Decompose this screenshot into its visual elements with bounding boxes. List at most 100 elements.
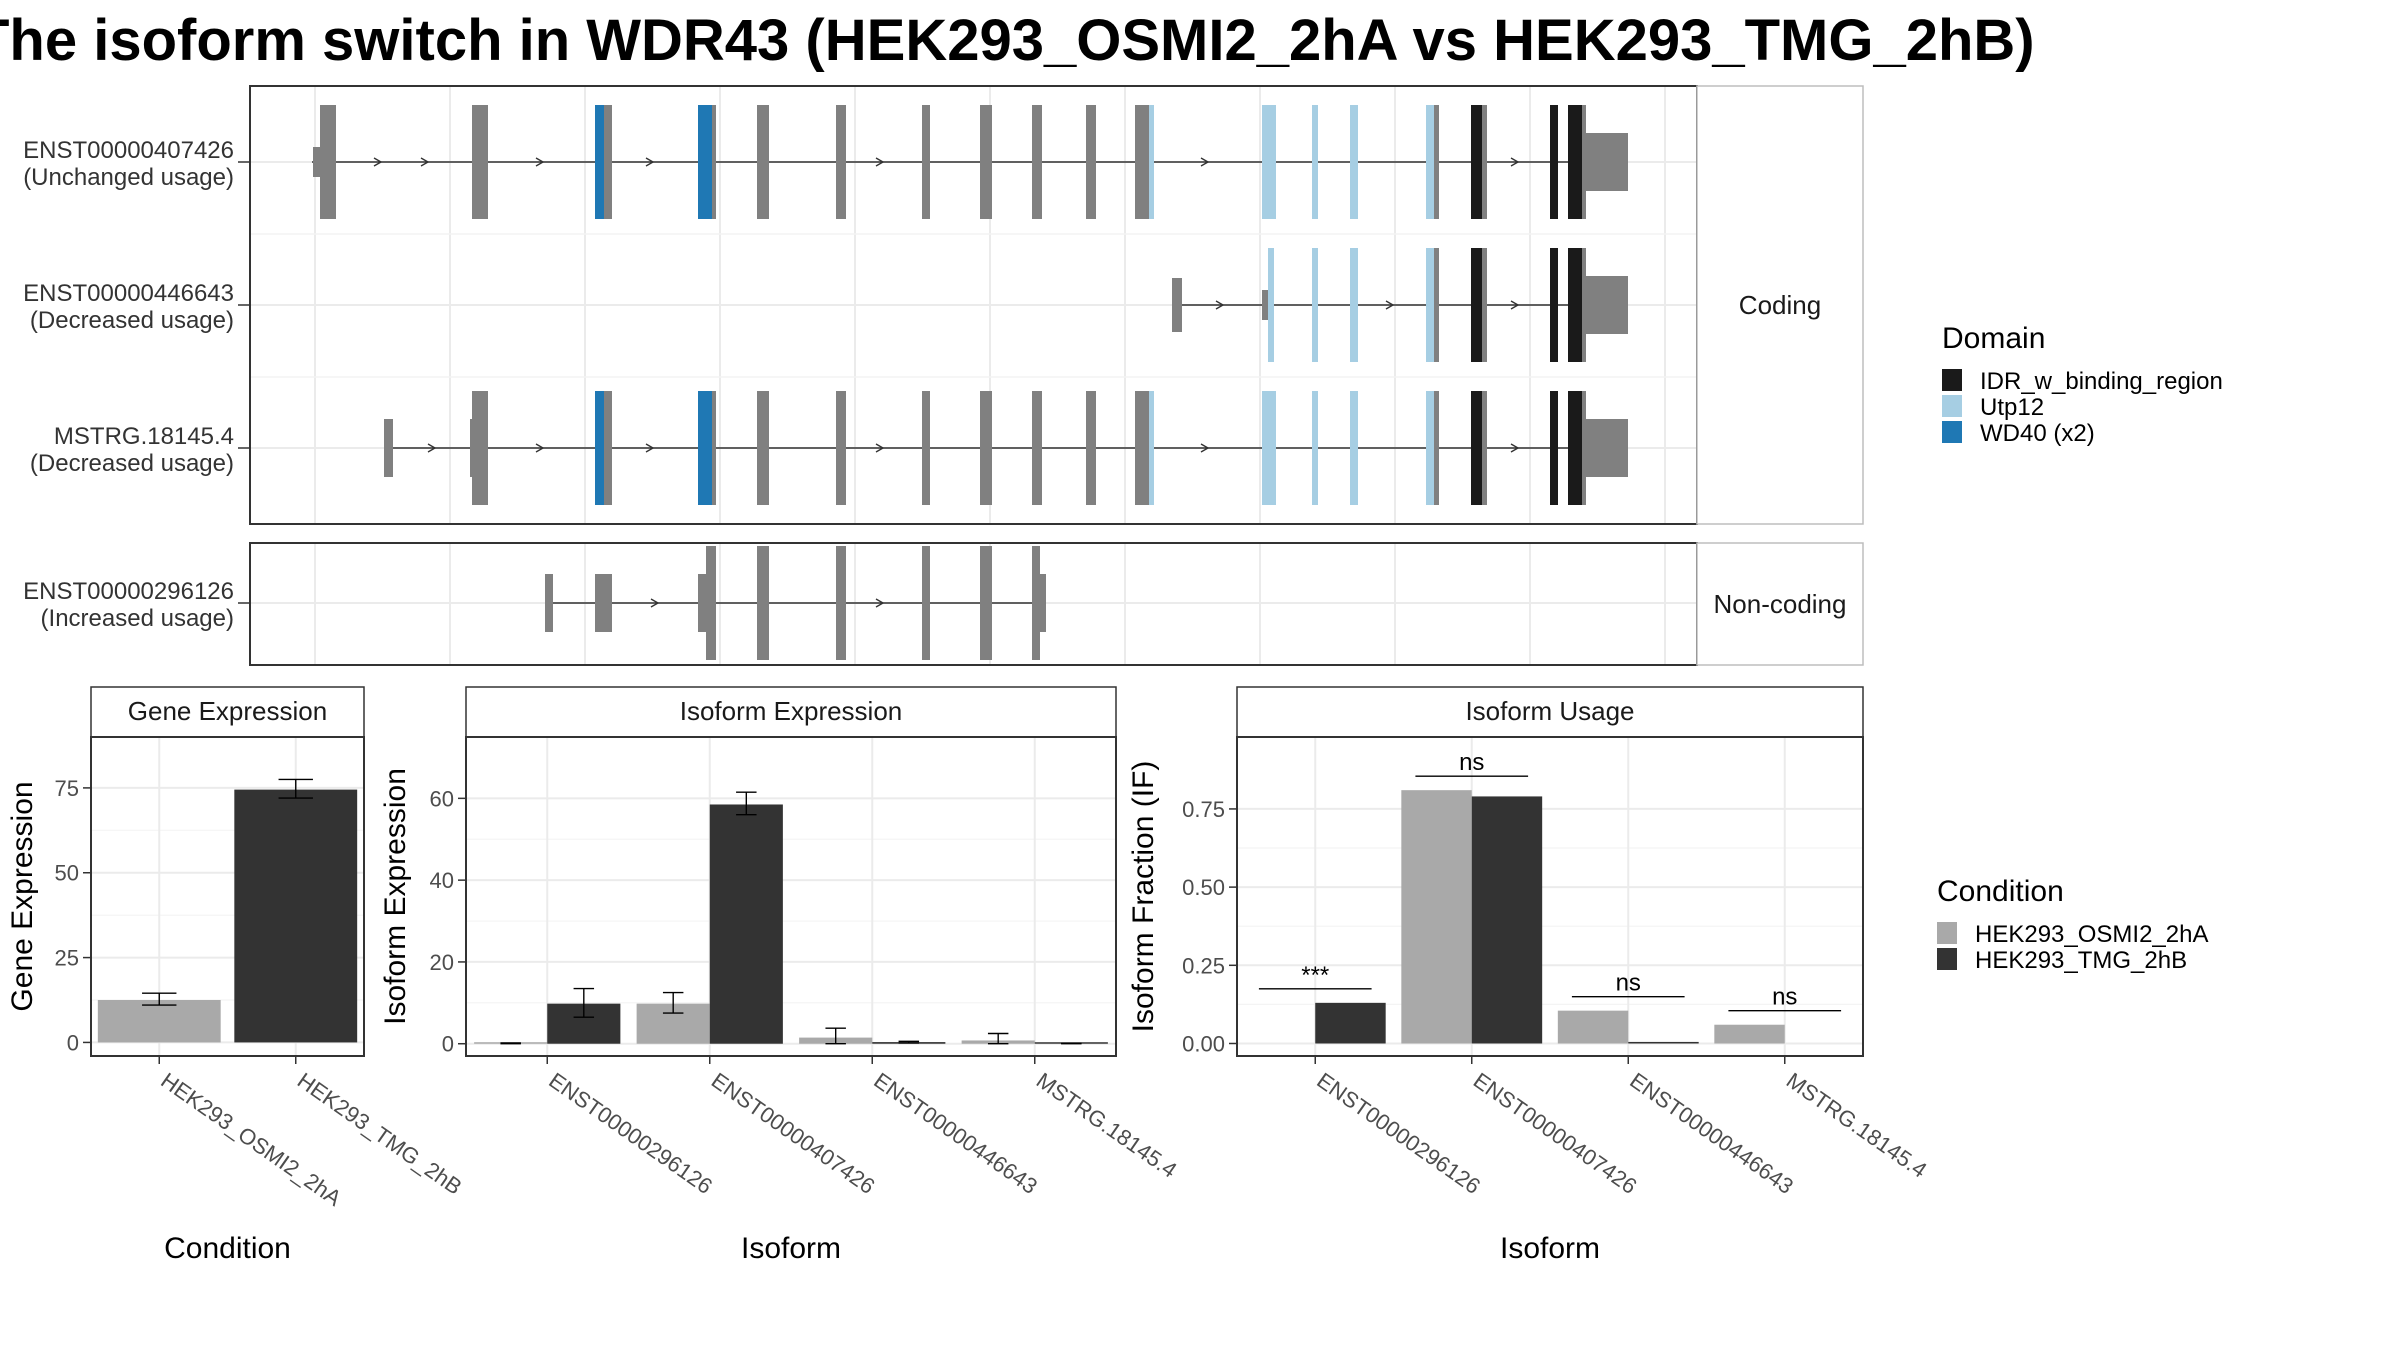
exon xyxy=(1582,248,1586,362)
domain-legend: Domain IDR_w_binding_region Utp12 WD40 (… xyxy=(1942,322,2223,447)
transcript-usage-label: (Unchanged usage) xyxy=(23,164,234,191)
condition-legend-swatch-osmi xyxy=(1937,922,1957,944)
panel-strip xyxy=(1236,686,1864,738)
panel-strip xyxy=(90,686,365,738)
strand-arrow xyxy=(645,157,655,167)
exon xyxy=(1172,278,1182,332)
exon xyxy=(698,105,712,219)
x-tick-label: ENST00000407426 xyxy=(707,1068,880,1199)
strand-arrow xyxy=(420,157,430,167)
exon xyxy=(1312,105,1318,219)
exon xyxy=(1482,391,1487,505)
y-axis-title: Isoform Expression xyxy=(379,768,412,1025)
exon xyxy=(1040,574,1046,632)
transcript-id-label: ENST00000296126 xyxy=(23,578,234,605)
plot-border xyxy=(90,736,365,1057)
bar xyxy=(1401,790,1472,1044)
exon xyxy=(836,546,846,660)
domain-legend-swatch-idr xyxy=(1942,369,1962,391)
exon xyxy=(1268,248,1274,362)
exon xyxy=(595,391,604,505)
exon xyxy=(1582,105,1586,219)
exon xyxy=(1550,248,1558,362)
isoform-usage-chart: Isoform Usage *** ns ns ns 0.00 0.25 0.50 0.75 EN… xyxy=(1127,686,1932,1265)
domain-legend-swatch-utp12 xyxy=(1942,395,1962,417)
exon xyxy=(1312,391,1318,505)
transcript-id-label: ENST00000446643 xyxy=(23,280,234,307)
exon xyxy=(1582,391,1586,505)
exon xyxy=(1350,248,1358,362)
exon xyxy=(1434,391,1439,505)
x-tick-label: ENST00000446643 xyxy=(869,1068,1042,1199)
exon xyxy=(706,546,716,660)
strand-arrow xyxy=(875,157,885,167)
exon xyxy=(1550,105,1558,219)
exon xyxy=(712,391,716,505)
exon xyxy=(757,105,769,219)
strand-arrow xyxy=(645,443,655,453)
exon xyxy=(478,391,488,505)
exon xyxy=(313,147,320,177)
transcript-usage-label: (Decreased usage) xyxy=(30,307,234,334)
exon xyxy=(1434,248,1439,362)
bar xyxy=(1315,1002,1386,1044)
exon xyxy=(604,105,612,219)
exon xyxy=(1135,391,1149,505)
significance-label: *** xyxy=(1301,962,1329,989)
strand-arrow xyxy=(1200,443,1210,453)
exon xyxy=(922,391,930,505)
y-tick-label: 0.75 xyxy=(1182,797,1225,822)
plot-border xyxy=(465,736,1117,1057)
exon xyxy=(320,105,336,219)
strand-arrow xyxy=(1385,300,1395,310)
panel-strip-label: Isoform Usage xyxy=(1465,696,1634,726)
exon xyxy=(1350,105,1358,219)
y-tick-label: 75 xyxy=(55,776,79,801)
condition-legend-title: Condition xyxy=(1937,875,2064,908)
y-axis-title: Gene Expression xyxy=(6,781,39,1011)
exon xyxy=(836,391,846,505)
transcript-id-label: MSTRG.18145.4 xyxy=(54,423,234,450)
strand-arrow xyxy=(373,157,383,167)
exon xyxy=(1086,105,1096,219)
y-tick-label: 0.25 xyxy=(1182,953,1225,978)
exon xyxy=(1586,133,1628,191)
exon xyxy=(698,391,712,505)
exon xyxy=(1149,105,1154,219)
y-tick-label: 60 xyxy=(430,786,454,811)
y-tick-label: 0 xyxy=(67,1030,79,1055)
bar xyxy=(1471,796,1543,1044)
strand-arrow xyxy=(875,598,885,608)
exon xyxy=(1471,105,1482,219)
domain-legend-label-utp12: Utp12 xyxy=(1980,394,2044,421)
exon xyxy=(1262,105,1276,219)
exon xyxy=(1568,391,1582,505)
isoform-expression-chart: Isoform Expression 0 20 40 60 ENST00000296126… xyxy=(379,686,1181,1265)
x-axis-title: Condition xyxy=(164,1232,291,1265)
bar xyxy=(234,789,358,1043)
y-tick-label: 0 xyxy=(442,1032,454,1057)
x-tick-label: ENST00000296126 xyxy=(1312,1068,1485,1199)
bar xyxy=(1628,1041,1699,1044)
exon xyxy=(1426,391,1434,505)
strand-arrow xyxy=(535,443,545,453)
exon xyxy=(1426,248,1434,362)
exon xyxy=(1350,391,1358,505)
bar xyxy=(97,1000,221,1043)
exon xyxy=(922,105,930,219)
exon xyxy=(1312,248,1318,362)
exon xyxy=(604,391,612,505)
y-tick-label: 40 xyxy=(430,868,454,893)
strand-arrow xyxy=(650,598,660,608)
significance-label: ns xyxy=(1459,749,1484,776)
exon xyxy=(1032,391,1042,505)
domain-legend-label-wd40: WD40 (x2) xyxy=(1980,420,2095,447)
y-tick-label: 20 xyxy=(430,950,454,975)
exon xyxy=(1426,105,1434,219)
exon xyxy=(1482,248,1487,362)
y-tick-label: 0.50 xyxy=(1182,875,1225,900)
strand-arrow xyxy=(875,443,885,453)
exon xyxy=(1434,105,1439,219)
strand-arrow xyxy=(1510,300,1520,310)
x-tick-label: MSTRG.18145.4 xyxy=(1782,1068,1932,1183)
